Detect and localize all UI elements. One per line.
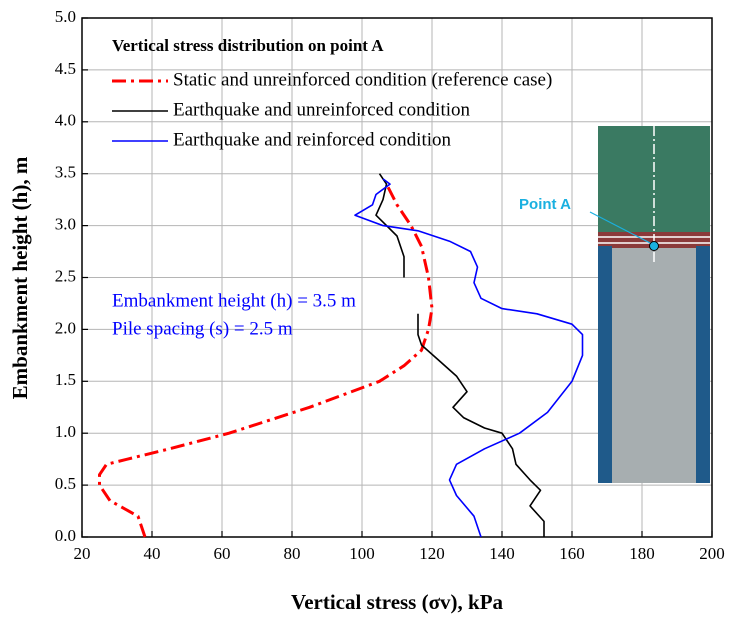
y-axis-label: Embankment height (h), m xyxy=(8,156,32,399)
point-a xyxy=(649,241,659,251)
inset-diagram: Point A xyxy=(519,126,710,483)
x-tick-label: 40 xyxy=(144,544,161,563)
pile xyxy=(696,246,710,483)
y-tick-label: 2.5 xyxy=(55,266,76,285)
legend-label: Earthquake and reinforced condition xyxy=(173,129,452,150)
soil xyxy=(598,248,710,483)
embankment xyxy=(598,126,710,232)
x-tick-label: 20 xyxy=(74,544,91,563)
x-tick-label: 100 xyxy=(349,544,375,563)
y-tick-label: 0.5 xyxy=(55,474,76,493)
data-line xyxy=(98,183,434,538)
y-tick-label: 4.5 xyxy=(55,59,76,78)
x-tick-label: 60 xyxy=(214,544,231,563)
y-tick-label: 3.5 xyxy=(55,163,76,182)
annotation: Pile spacing (s) = 2.5 m xyxy=(112,318,293,339)
x-axis-label: Vertical stress (σv), kPa xyxy=(291,590,504,614)
y-tick-label: 5.0 xyxy=(55,7,76,26)
x-tick-label: 180 xyxy=(629,544,655,563)
y-tick-label: 4.0 xyxy=(55,111,76,130)
x-tick-label: 120 xyxy=(419,544,445,563)
x-tick-label: 140 xyxy=(489,544,515,563)
annotation: Embankment height (h) = 3.5 m xyxy=(112,290,356,311)
y-tick-label: 0.0 xyxy=(55,526,76,545)
x-tick-label: 200 xyxy=(699,544,725,563)
y-tick-label: 1.5 xyxy=(55,370,76,389)
legend-title: Vertical stress distribution on point A xyxy=(112,36,384,55)
y-tick-label: 3.0 xyxy=(55,215,76,234)
x-tick-label: 80 xyxy=(284,544,301,563)
y-tick-label: 2.0 xyxy=(55,318,76,337)
pile xyxy=(598,246,612,483)
inset-label: Point A xyxy=(519,196,571,213)
x-tick-label: 160 xyxy=(559,544,585,563)
leader-line xyxy=(589,211,653,245)
data-line xyxy=(354,178,584,538)
legend-label: Earthquake and unreinforced condition xyxy=(173,99,471,120)
legend-label: Static and unreinforced condition (refer… xyxy=(173,69,552,90)
y-tick-label: 1.0 xyxy=(55,422,76,441)
